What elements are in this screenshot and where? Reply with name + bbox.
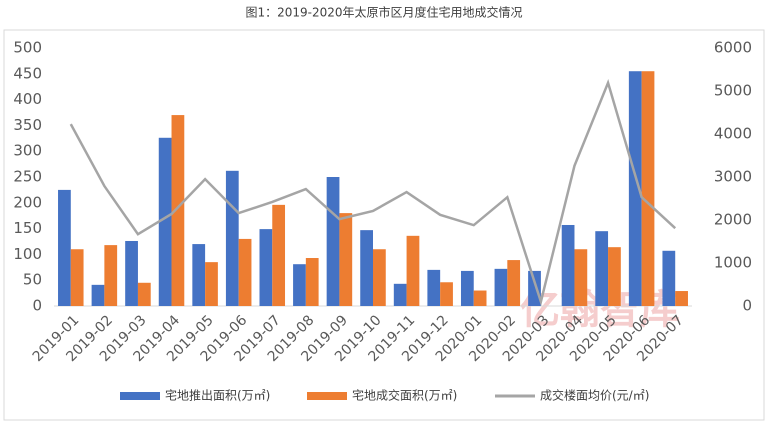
bar: [137, 282, 151, 306]
bar: [641, 71, 655, 306]
bar: [205, 262, 218, 306]
y2-tick-label: 1000: [714, 254, 752, 272]
bar: [305, 258, 319, 306]
y-tick-label: 400: [13, 90, 42, 108]
y-tick-label: 200: [13, 193, 42, 211]
bar: [393, 283, 407, 306]
bar: [528, 270, 541, 306]
bar: [125, 240, 138, 306]
bar: [561, 224, 575, 306]
bar: [406, 235, 420, 306]
bar: [595, 231, 609, 306]
bar: [494, 268, 508, 306]
y-tick-label: 450: [13, 64, 42, 82]
y-tick-label: 250: [13, 168, 42, 186]
y2-tick-label: 0: [742, 297, 752, 315]
bar: [293, 264, 306, 306]
bar: [440, 282, 453, 306]
bar: [272, 204, 286, 306]
y-tick-label: 150: [13, 219, 42, 237]
y-tick-label: 0: [32, 297, 42, 315]
y-tick-label: 500: [13, 39, 42, 57]
y-tick-label: 350: [13, 116, 42, 134]
bar: [339, 213, 353, 306]
bar: [608, 247, 621, 306]
bar: [675, 291, 688, 306]
bar: [628, 71, 642, 306]
y2-tick-label: 2000: [714, 211, 752, 229]
bar: [326, 177, 340, 306]
bar: [473, 290, 487, 306]
bar: [360, 230, 373, 306]
bar: [171, 115, 185, 306]
bar: [507, 260, 521, 306]
y-tick-label: 300: [13, 142, 42, 160]
y2-tick-label: 3000: [714, 168, 752, 186]
bar: [225, 170, 239, 306]
bar: [91, 284, 105, 306]
bar: [427, 269, 441, 306]
y-tick-label: 100: [13, 245, 42, 263]
y2-tick-label: 4000: [714, 125, 752, 143]
bar: [574, 249, 588, 306]
bar: [373, 249, 386, 306]
bar: [259, 229, 273, 306]
line: [69, 79, 677, 307]
legend-swatch: [120, 392, 160, 400]
bar: [158, 137, 172, 306]
legend-label: 宅地成交面积(万㎡): [352, 388, 457, 403]
bar: [460, 270, 474, 306]
legend-label: 宅地推出面积(万㎡): [165, 388, 270, 403]
y2-tick-label: 6000: [714, 39, 752, 57]
y2-tick-label: 5000: [714, 82, 752, 100]
y-tick-label: 50: [23, 271, 42, 289]
bar: [104, 245, 118, 306]
legend-label: 成交楼面均价(元/㎡): [540, 388, 649, 403]
bar: [70, 249, 84, 306]
bar: [238, 238, 252, 306]
bar: [58, 189, 71, 306]
chart-frame: [3, 29, 765, 421]
bar: [662, 250, 676, 306]
legend-swatch: [307, 392, 347, 400]
chart-title: 图1：2019-2020年太原市区月度住宅用地成交情况: [245, 5, 522, 20]
bar: [192, 244, 206, 306]
